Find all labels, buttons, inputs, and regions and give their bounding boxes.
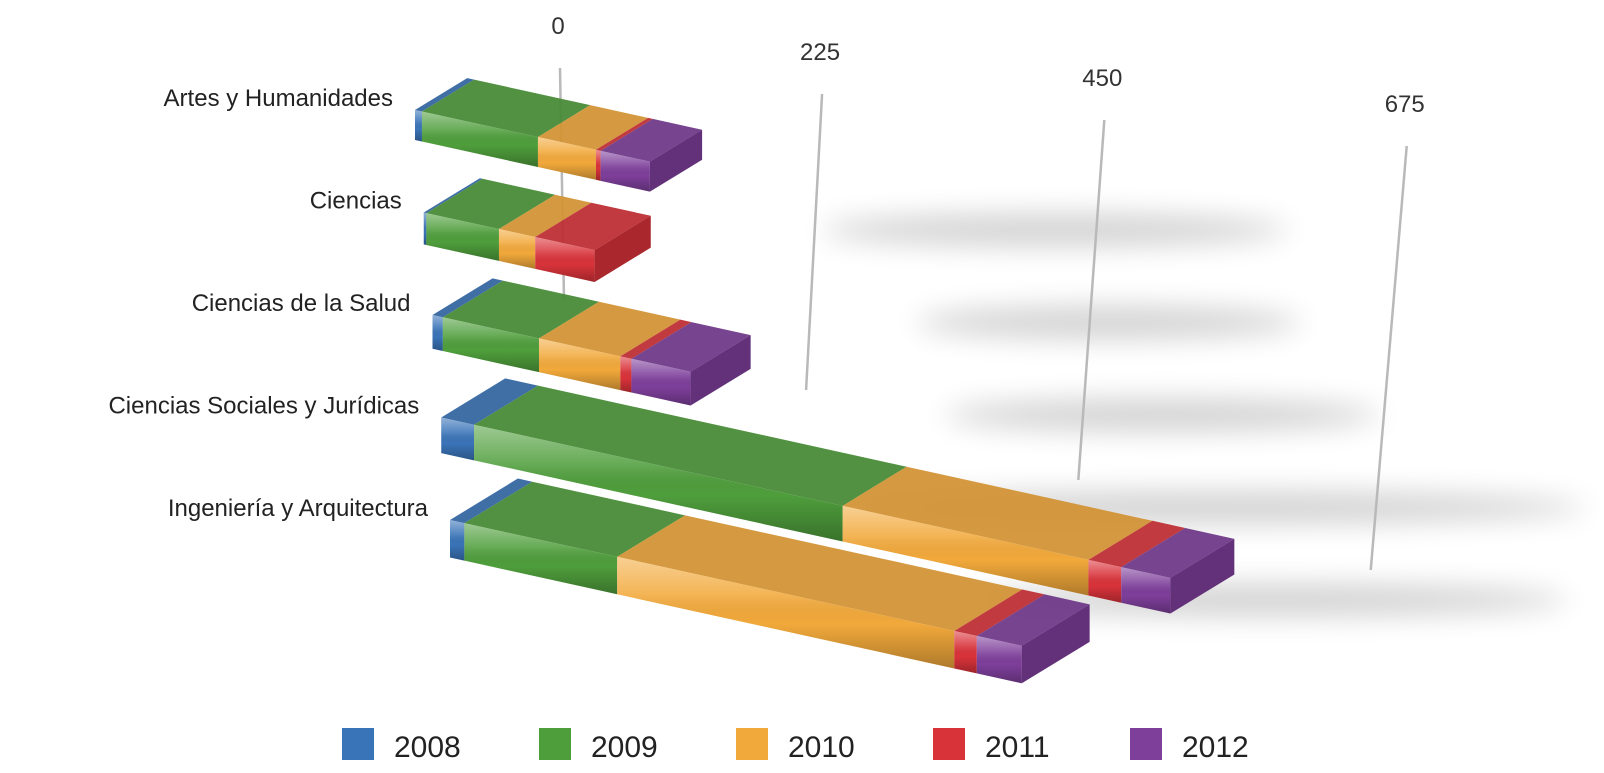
- gridline-225: [804, 93, 824, 391]
- bar-segment-ciencias-de-la-salud-2010: [538, 301, 681, 391]
- gridline-450: [1077, 119, 1106, 481]
- tick-label-450: 450: [1082, 65, 1122, 92]
- bar-segment-artes-y-humanidades-2011: [595, 117, 653, 181]
- bar-segment-ingenieria-y-arquitectura-2010: [617, 515, 1023, 669]
- bar-segment-ingenieria-y-arquitectura-2008: [450, 478, 533, 561]
- legend-swatch-2011: [933, 728, 965, 760]
- legend-label-2011: 2011: [985, 731, 1050, 764]
- tick-label-0: 0: [551, 13, 564, 40]
- bar-end-cap: [649, 129, 703, 192]
- legend-item-2008: 2008: [342, 728, 461, 764]
- legend-swatch-2010: [736, 728, 768, 760]
- bar-artes-y-humanidades: [415, 78, 703, 192]
- legend-label-2012: 2012: [1182, 731, 1249, 764]
- legend-swatch-2012: [1130, 728, 1162, 760]
- bar-ingenieria-y-arquitectura: [450, 478, 1090, 684]
- bars: [415, 78, 1235, 684]
- legend-item-2011: 2011: [933, 728, 1050, 764]
- legend-label-2010: 2010: [788, 731, 855, 764]
- legend: 2008 2009 2010 2011 2012: [342, 728, 1249, 764]
- bar-end-cap: [594, 215, 651, 282]
- bar-segment-ciencias-2008: [423, 178, 483, 245]
- bar-segment-artes-y-humanidades-2010: [537, 105, 649, 180]
- bar-end-cap: [1021, 604, 1090, 684]
- legend-item-2009: 2009: [539, 728, 658, 764]
- legend-swatch-2009: [539, 728, 571, 760]
- category-label-ciencias-de-la-salud: Ciencias de la Salud: [192, 290, 411, 317]
- bar-segment-ciencias-sociales-y-juridicas-2010: [842, 466, 1153, 596]
- axis-tick-labels: 0225450675900: [551, 13, 1425, 118]
- legend-item-2012: 2012: [1130, 728, 1249, 764]
- bar-segment-ciencias-de-la-salud-2011: [620, 319, 692, 393]
- bar-segment-ingenieria-y-arquitectura-2009: [464, 481, 686, 595]
- bar-segment-ciencias-sociales-y-juridicas-2011: [1088, 520, 1186, 603]
- bar-segment-ciencias-2009: [426, 178, 556, 261]
- bar-segment-ciencias-sociales-y-juridicas-2009: [474, 385, 907, 542]
- category-label-ingenieria-y-arquitectura: Ingeniería y Arquitectura: [168, 495, 429, 522]
- bar-shadow: [944, 399, 1381, 431]
- bar-segment-ciencias-2011: [535, 202, 651, 282]
- category-labels: Artes y Humanidades Ciencias Ciencias de l…: [108, 85, 428, 522]
- tick-label-675: 675: [1385, 91, 1425, 118]
- legend-label-2009: 2009: [591, 731, 658, 764]
- bar-shadow: [821, 214, 1289, 246]
- bar-ciencias-de-la-salud: [432, 278, 751, 406]
- legend-label-2008: 2008: [394, 731, 461, 764]
- tick-label-225: 225: [800, 39, 840, 66]
- bar-segment-ingenieria-y-arquitectura-2012: [976, 594, 1090, 684]
- bar-segment-ciencias-sociales-y-juridicas-2008: [441, 378, 538, 461]
- category-label-ciencias: Ciencias: [310, 188, 402, 215]
- bar-segment-artes-y-humanidades-2009: [421, 79, 591, 168]
- bar-ciencias: [423, 178, 651, 282]
- bar-segment-ciencias-2010: [498, 194, 592, 269]
- legend-item-2010: 2010: [736, 728, 855, 764]
- bar-segment-artes-y-humanidades-2008: [415, 78, 475, 142]
- bar-ciencias-sociales-y-juridicas: [441, 378, 1235, 614]
- bar-end-cap: [690, 335, 751, 406]
- gridline-675: [1369, 145, 1408, 571]
- bar-segment-ciencias-sociales-y-juridicas-2012: [1121, 528, 1235, 614]
- category-label-artes-y-humanidades: Artes y Humanidades: [164, 85, 393, 112]
- bar-segment-ciencias-de-la-salud-2008: [432, 278, 503, 352]
- bar-end-cap: [1170, 538, 1235, 614]
- bar-segment-ciencias-de-la-salud-2012: [631, 322, 751, 406]
- bar-segment-ingenieria-y-arquitectura-2011: [954, 589, 1045, 674]
- bar-segment-artes-y-humanidades-2012: [600, 118, 703, 192]
- bar-shadow: [916, 306, 1302, 339]
- bar-segment-ciencias-de-la-salud-2009: [442, 280, 600, 373]
- legend-swatch-2008: [342, 728, 374, 760]
- category-label-ciencias-sociales-y-juridicas: Ciencias Sociales y Jurídicas: [108, 393, 419, 420]
